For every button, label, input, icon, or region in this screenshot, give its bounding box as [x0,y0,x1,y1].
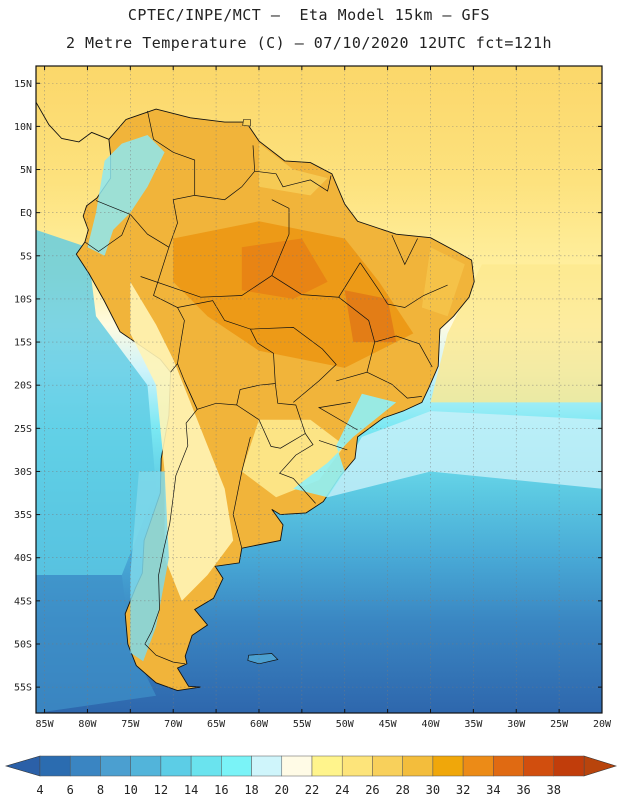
colorbar-label: 6 [67,783,74,797]
lon-tick-label: 50W [336,719,355,730]
colorbar-swatch [462,755,494,777]
colorbar-swatch [130,755,162,777]
colorbar-label: 30 [426,783,440,797]
colorbar-label: 14 [184,783,198,797]
colorbar-swatch [160,755,192,777]
colorbar-label: 18 [244,783,258,797]
colorbar-label: 8 [97,783,104,797]
colorbar-swatch [493,755,524,777]
header-title-line1: CPTEC/INPE/MCT – Eta Model 15km – GFS [127,6,491,24]
colorbar: 4 6 8 10 12 14 16 18 20 22 24 26 28 30 32 34 36 38 [4,755,618,797]
cold-current-band [36,229,157,575]
colorbar-swatch [39,755,71,777]
falkland-islands [247,653,279,665]
colorbar-swatch [523,755,555,777]
lon-tick-label: 65W [207,719,226,730]
central-america-coast [36,101,110,143]
colorbar-swatch [341,755,373,777]
lon-tick-label: 55W [293,719,312,730]
colorbar-label: 38 [547,783,561,797]
map-frame [35,65,603,714]
lon-tick-label: 70W [164,719,183,730]
lon-tick-label: 75W [121,719,140,730]
colorbar-label: 36 [516,783,530,797]
lon-tick-label: 40W [421,719,440,730]
colorbar-swatch [432,755,464,777]
colorbar-label: 12 [154,783,168,797]
lat-tick-label: EQ [20,208,32,219]
lat-tick-label: 25S [14,424,32,435]
lat-tick-label: 15N [14,79,32,90]
lat-tick-label: 5N [20,165,32,176]
lat-tick-label: 5S [20,251,32,262]
colorbar-swatch [251,755,283,777]
lon-tick-label: 20W [593,719,612,730]
colorbar-label: 16 [214,783,228,797]
colorbar-low-arrow [4,755,41,777]
lon-tick-label: 30W [507,719,526,730]
lat-tick-label: 10N [14,122,32,133]
temperature-map [35,65,603,714]
lat-tick-label: 20S [14,381,32,392]
latitude-ticks: 15N 10N 5N EQ 5S 10S 15S 20S 25S 30S 35S 40S 45S 50S 5… [14,79,602,694]
lat-tick-label: 30S [14,467,32,478]
colorbar-label: 10 [123,783,137,797]
colorbar-swatch [281,755,313,777]
colorbar-label: 26 [365,783,379,797]
lat-tick-label: 35S [14,510,32,521]
lat-tick-label: 15S [14,338,32,349]
colorbar-swatch [221,755,252,777]
colorbar-label: 22 [305,783,319,797]
lon-tick-label: 80W [78,719,97,730]
colorbar-swatch [402,755,434,777]
colorbar-swatch [69,755,101,777]
colorbar-swatch [372,755,403,777]
colorbar-label: 32 [456,783,470,797]
colorbar-swatch [100,755,131,777]
lat-tick-label: 10S [14,294,32,305]
lat-tick-label: 40S [14,553,32,564]
lat-tick-label: 45S [14,596,32,607]
colorbar-label: 4 [36,783,43,797]
colorbar-label: 24 [335,783,349,797]
colorbar-swatch [190,755,222,777]
colorbar-high-arrow [583,755,618,777]
colorbar-swatch [553,755,585,777]
colorbar-swatch [311,755,343,777]
header-title-line2: 2 Metre Temperature (C) – 07/10/2020 12U… [65,34,553,52]
colorbar-label: 28 [395,783,409,797]
lon-tick-label: 60W [250,719,269,730]
colorbar-label: 34 [486,783,500,797]
lon-tick-label: 25W [550,719,569,730]
lat-tick-label: 50S [14,639,32,650]
lon-tick-label: 35W [464,719,483,730]
lat-tick-label: 55S [14,683,32,694]
lon-tick-label: 45W [379,719,398,730]
longitude-ticks: 85W 80W 75W 70W 65W 60W 55W 50W 45W 40W 35W 30W 25W 2… [36,66,612,730]
lon-tick-label: 85W [36,719,55,730]
colorbar-label: 20 [275,783,289,797]
